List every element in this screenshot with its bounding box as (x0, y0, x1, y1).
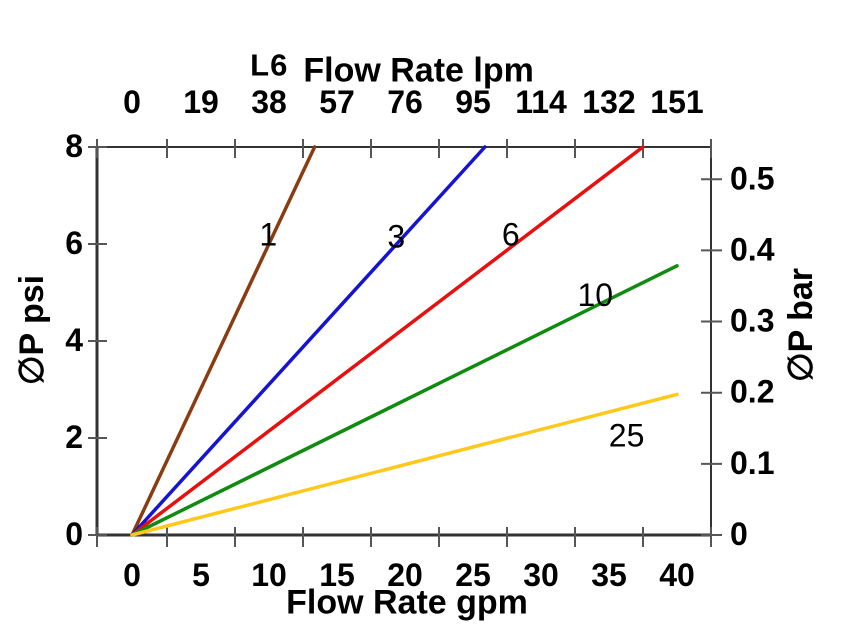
right-tick-label: 0.2 (730, 374, 774, 410)
bottom-axis-title: Flow Rate gpm (286, 583, 528, 622)
series-label-10: 10 (577, 277, 613, 313)
left-tick-label: 8 (65, 128, 83, 164)
right-tick-label: 0.5 (730, 160, 774, 196)
bottom-tick-label: 25 (455, 557, 491, 593)
right-tick-label: 0.1 (730, 445, 774, 481)
series-label-6: 6 (502, 216, 520, 252)
top-tick-label: 132 (582, 84, 635, 120)
bottom-tick-label: 20 (387, 557, 423, 593)
model-code-label: L6 (250, 47, 289, 82)
top-tick-label: 114 (515, 84, 567, 120)
right-axis-title: ∅P bar (782, 267, 820, 383)
left-tick-label: 0 (65, 516, 83, 552)
series-line-10 (130, 264, 679, 537)
top-title-row: L6 Flow Rate lpm (250, 47, 534, 91)
series-label-3: 3 (387, 219, 405, 255)
right-tick-label: 0.3 (730, 303, 774, 339)
top-tick-label: 38 (251, 84, 287, 120)
bottom-tick-label: 40 (659, 557, 695, 593)
top-tick-label: 57 (319, 84, 355, 120)
series-line-3 (130, 145, 487, 537)
series-label-1: 1 (259, 216, 277, 252)
top-tick-label: 151 (650, 84, 703, 120)
series-line-1 (130, 145, 317, 537)
left-axis-title: ∅P psi (13, 274, 51, 386)
top-tick-label: 76 (387, 84, 423, 120)
bottom-tick-label: 0 (123, 557, 141, 593)
left-tick-label: 6 (65, 225, 83, 261)
left-tick-label: 4 (65, 322, 83, 358)
left-tick-label: 2 (65, 419, 83, 455)
right-tick-label: 0 (730, 516, 748, 552)
bottom-tick-label: 5 (192, 557, 210, 593)
bottom-tick-label: 10 (251, 557, 287, 593)
top-tick-label: 19 (183, 84, 219, 120)
series-line-6 (130, 145, 645, 537)
bottom-tick-label: 35 (591, 557, 627, 593)
series-line-25 (130, 392, 679, 537)
bottom-tick-label: 30 (523, 557, 559, 593)
top-axis-title: Flow Rate lpm (303, 51, 534, 90)
top-tick-label: 0 (123, 84, 141, 120)
right-tick-label: 0.4 (730, 231, 775, 267)
top-tick-label: 95 (455, 84, 491, 120)
bottom-tick-label: 15 (319, 557, 355, 593)
series-label-25: 25 (609, 418, 645, 454)
